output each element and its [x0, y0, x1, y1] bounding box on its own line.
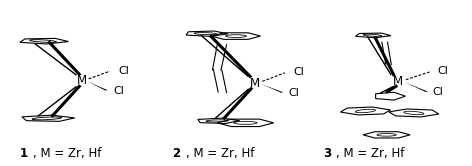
Text: , M = Zr, Hf: , M = Zr, Hf	[336, 147, 405, 160]
Text: 1: 1	[19, 147, 28, 160]
Polygon shape	[87, 81, 108, 91]
Polygon shape	[405, 82, 428, 92]
Text: Cl: Cl	[433, 87, 444, 97]
Text: 3: 3	[323, 147, 331, 160]
Text: M: M	[250, 77, 260, 89]
Polygon shape	[261, 84, 283, 93]
Text: Cl: Cl	[118, 66, 129, 76]
Text: Cl: Cl	[114, 86, 125, 96]
Text: 2: 2	[172, 147, 181, 160]
Text: Cl: Cl	[294, 67, 304, 77]
Text: M: M	[393, 75, 404, 88]
Text: Cl: Cl	[289, 88, 300, 98]
Text: M: M	[76, 74, 87, 87]
Text: , M = Zr, Hf: , M = Zr, Hf	[33, 147, 101, 160]
Text: Cl: Cl	[437, 66, 448, 77]
Text: , M = Zr, Hf: , M = Zr, Hf	[185, 147, 254, 160]
